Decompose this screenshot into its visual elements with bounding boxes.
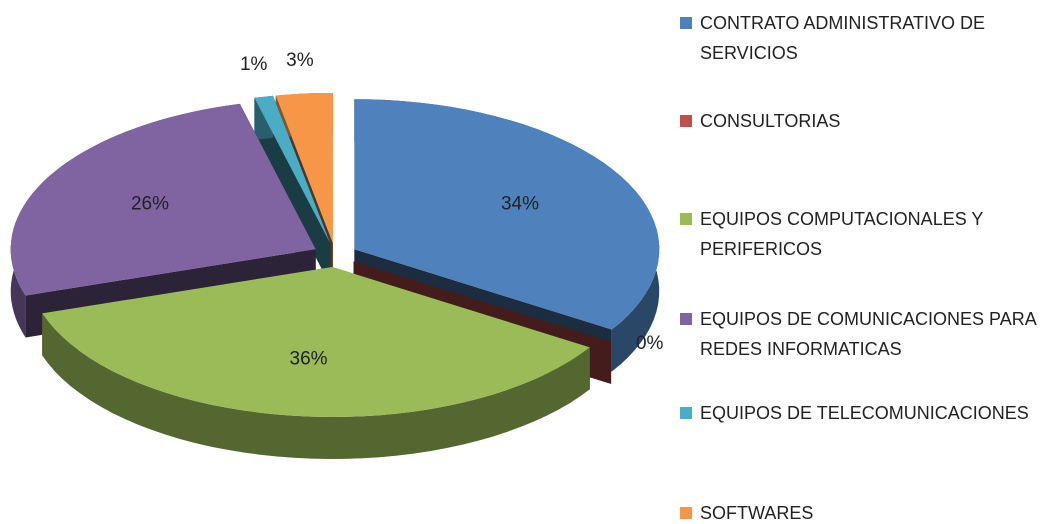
data-label: 36%	[290, 348, 328, 369]
legend-label: SOFTWARES	[700, 503, 814, 523]
slice-wall	[42, 313, 590, 459]
legend-swatch	[680, 313, 692, 325]
legend-label: CONTRATO ADMINISTRATIVO DE SERVICIOS	[700, 13, 986, 63]
legend-swatch	[680, 213, 692, 225]
legend-item: CONSULTORIAS	[680, 106, 1040, 136]
slice	[275, 93, 333, 243]
data-label: 3%	[286, 50, 314, 71]
data-label: 1%	[240, 54, 268, 75]
data-label: 0%	[636, 333, 664, 354]
legend-swatch	[680, 115, 692, 127]
legend-swatch	[680, 407, 692, 419]
legend-label: EQUIPOS DE COMUNICACIONES PARA REDES INF…	[700, 309, 1036, 359]
legend-item: CONTRATO ADMINISTRATIVO DE SERVICIOS	[680, 8, 1040, 68]
legend-swatch	[680, 17, 692, 29]
slice-side	[254, 97, 331, 286]
slice	[42, 267, 590, 417]
legend-label: CONSULTORIAS	[700, 111, 841, 131]
legend-item: EQUIPOS COMPUTACIONALES Y PERIFERICOS	[680, 204, 1040, 264]
legend-label: EQUIPOS COMPUTACIONALES Y PERIFERICOS	[700, 209, 984, 259]
slice	[254, 95, 331, 244]
legend-item: SOFTWARES	[680, 498, 1040, 524]
data-label: 26%	[131, 193, 169, 214]
data-label: 34%	[501, 193, 539, 214]
legend-item: EQUIPOS DE TELECOMUNICACIONES	[680, 398, 1040, 428]
legend-label: EQUIPOS DE TELECOMUNICACIONES	[700, 403, 1029, 423]
legend-item: EQUIPOS DE COMUNICACIONES PARA REDES INF…	[680, 304, 1040, 364]
legend-swatch	[680, 507, 692, 519]
slice	[354, 99, 660, 330]
slice	[10, 103, 316, 296]
pie-area: 34% 0% 36% 26% 1% 3%	[10, 50, 664, 459]
